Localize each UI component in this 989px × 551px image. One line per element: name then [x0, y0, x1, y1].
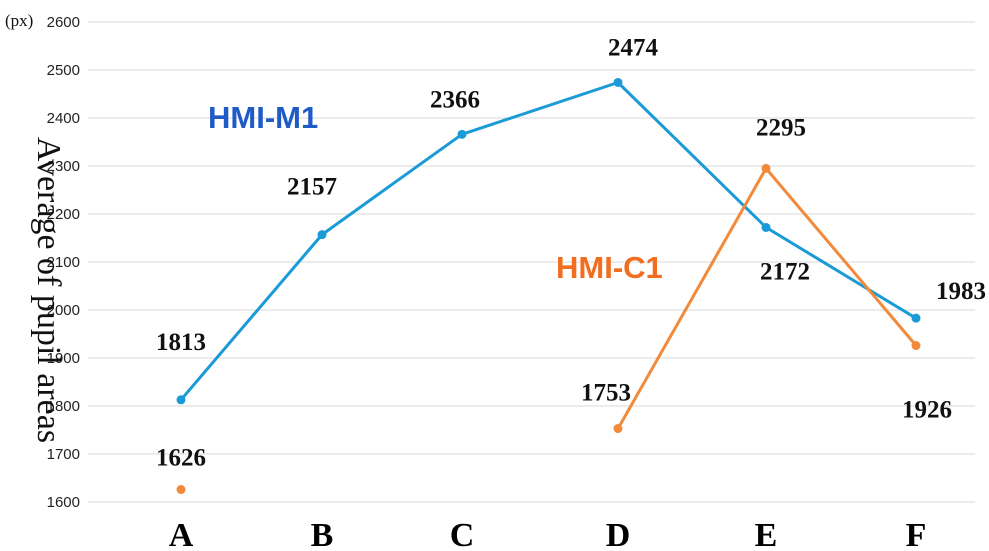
y-tick-label: 1700: [47, 446, 80, 463]
series-label-hmi-m1: HMI-M1: [208, 100, 318, 135]
data-point-hmi-c1: [911, 341, 921, 351]
x-tick-label: A: [169, 517, 194, 551]
data-point-hmi-c1: [176, 485, 186, 495]
y-tick-label: 2600: [47, 14, 80, 31]
series-label-hmi-c1: HMI-C1: [556, 250, 663, 285]
data-labels: 1813 2157 2366 2474 2172 1983 1626 1753 2295 1926: [156, 34, 986, 471]
y-tick-label: 1800: [47, 398, 80, 415]
data-label-hmi-c1: 1753: [581, 380, 631, 407]
data-label-hmi-c1: 1626: [156, 445, 206, 472]
y-tick-label: 1600: [47, 494, 80, 511]
x-tick-label: E: [755, 517, 778, 551]
x-tick-label: C: [450, 517, 475, 551]
y-tick-labels: 1600 1700 1800 1900 2000 2100 2200 2300 2400 2500…: [47, 14, 80, 511]
y-tick-label: 2200: [47, 206, 80, 223]
y-axis-label: Average of pupil areas: [30, 137, 67, 443]
x-tick-labels: A B C D E F: [169, 517, 927, 551]
data-label-hmi-m1: 1983: [936, 278, 986, 305]
data-point-hmi-c1: [613, 424, 623, 434]
data-label-hmi-m1: 2157: [287, 174, 337, 201]
data-label-hmi-c1: 1926: [902, 397, 952, 424]
x-tick-label: F: [906, 517, 927, 551]
data-point-hmi-m1: [176, 395, 186, 405]
data-point-hmi-c1: [761, 163, 771, 173]
y-tick-label: 1900: [47, 350, 80, 367]
data-point-hmi-m1: [613, 77, 623, 87]
data-point-hmi-m1: [911, 313, 921, 323]
y-tick-label: 2500: [47, 62, 80, 79]
series-lines: [176, 77, 921, 495]
data-point-hmi-m1: [317, 230, 327, 240]
x-tick-label: B: [311, 517, 334, 551]
data-point-hmi-m1: [761, 222, 771, 232]
series-line-hmi-m1: [179, 81, 917, 401]
gridlines: [88, 21, 975, 503]
series-line-hmi-c1: [616, 166, 918, 430]
data-label-hmi-c1: 2295: [756, 114, 806, 141]
data-label-hmi-m1: 2366: [430, 86, 480, 113]
y-tick-label: 2300: [47, 158, 80, 175]
y-tick-label: 2100: [47, 254, 80, 271]
data-label-hmi-m1: 2474: [608, 34, 659, 61]
y-tick-label: 2000: [47, 302, 80, 319]
data-point-hmi-m1: [457, 129, 467, 139]
data-label-hmi-m1: 1813: [156, 329, 206, 356]
y-tick-label: 2400: [47, 110, 80, 127]
y-axis-unit: (px): [5, 11, 33, 30]
data-label-hmi-m1: 2172: [760, 258, 810, 285]
x-tick-label: D: [606, 517, 631, 551]
